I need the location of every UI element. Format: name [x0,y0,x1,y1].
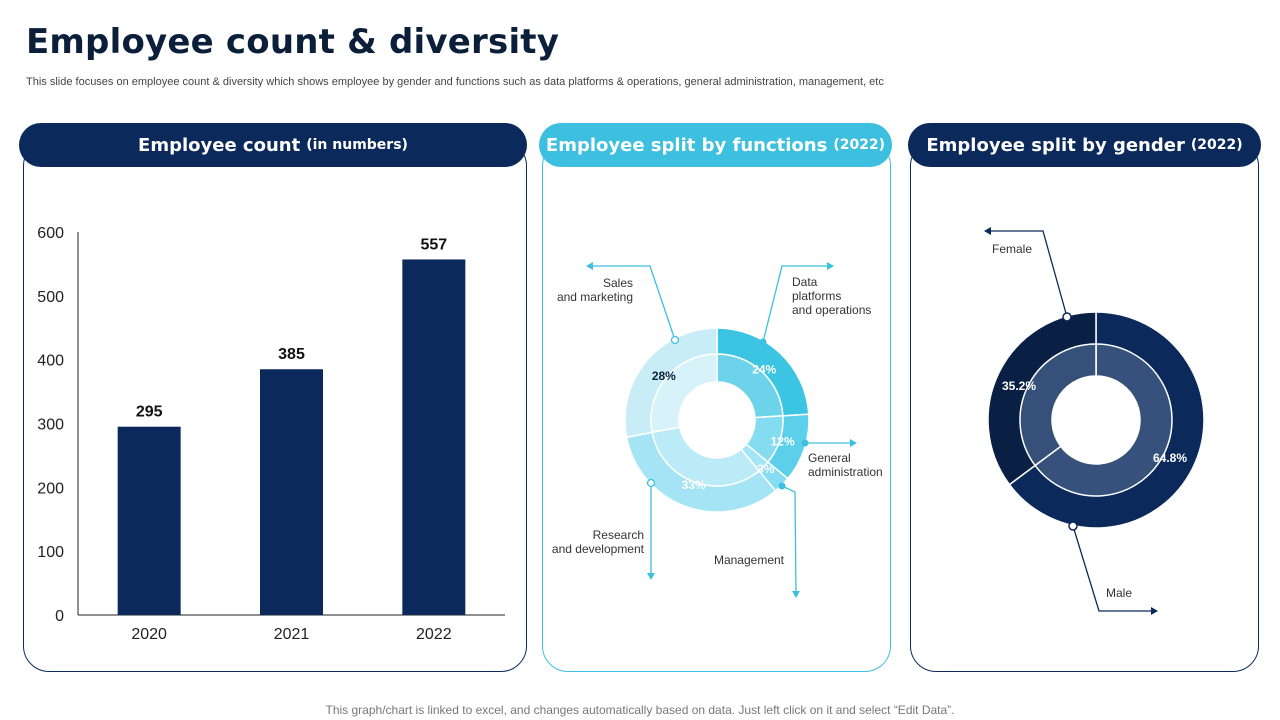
leader-data-platforms [762,265,832,343]
leader-dot-sales [670,335,680,345]
arrow-head-sales [586,262,593,270]
gender-title: Employee split by gender [926,134,1185,156]
leader-sales [588,265,676,341]
bar-data-label: 385 [278,346,305,363]
x-tick-label: 2020 [131,626,167,643]
slice-label-sales: Sales [603,276,633,290]
bar [117,426,181,615]
x-tick-label: 2021 [274,626,310,643]
slice-pct-label: 28% [652,369,676,383]
y-tick-label: 500 [37,289,64,306]
leader-management [781,485,797,595]
leader-dot-management [778,482,786,490]
gender-title-suffix: (2022) [1190,137,1243,153]
slice-pct-label: 33% [682,478,706,492]
slice-label-female: Female [992,242,1032,256]
arrow-head-general-admin [850,439,857,447]
bar [260,369,323,615]
page-subtitle: This slide focuses on employee count & d… [26,76,884,88]
leader-female [988,230,1068,318]
functions-header: Employee split by functions (2022) [539,123,892,167]
employee-count-title: Employee count [138,134,301,156]
functions-title-suffix: (2022) [833,137,886,153]
arrow-head-data-platforms [827,262,834,270]
y-tick-label: 100 [37,544,64,561]
gender-header: Employee split by gender (2022) [908,123,1261,167]
slice-pct-label: 3% [757,462,775,476]
x-tick-label: 2022 [416,626,452,643]
y-tick-label: 0 [55,608,64,625]
functions-title: Employee split by functions [545,134,828,156]
slice-label-sales: and marketing [557,290,633,304]
y-tick-label: 400 [37,353,64,370]
y-tick-label: 300 [37,417,64,434]
leader-dot-male [1068,521,1078,531]
leader-dot-female [1062,312,1072,322]
bar-data-label: 295 [136,404,163,421]
page-title: Employee count & diversity [26,22,560,62]
leader-male [1072,525,1154,612]
leader-dot-research [646,478,656,488]
slice-label-male: Male [1106,586,1132,600]
donut-slice-inner [650,353,718,434]
arrow-head-female [984,227,991,235]
slice-label-general-admin: administration [808,465,883,479]
y-tick-label: 200 [37,480,64,497]
bar [402,259,466,615]
arrow-head-male [1151,607,1158,615]
donut-slice-inner [651,426,761,487]
slice-label-data-platforms: platforms [792,289,841,303]
y-tick-label: 600 [37,225,64,242]
slice-pct-label-female: 35.2% [1002,379,1036,393]
slice-label-data-platforms: and operations [792,303,871,317]
slice-label-research: and development [552,542,645,556]
slice-pct-label: 12% [771,434,795,448]
leader-dot-general-admin [801,439,809,447]
functions-panel [542,140,891,672]
slice-label-general-admin: General [808,451,851,465]
slice-pct-label-male: 64.8% [1153,451,1187,465]
bar-data-label: 557 [420,236,447,253]
donut-slice-inner [1034,343,1173,497]
donut-slice-inner [1019,343,1097,467]
slice-pct-label: 24% [752,363,776,377]
slice-label-management: Management [714,553,785,567]
employee-count-title-suffix: (in numbers) [306,137,408,153]
leader-dot-data-platforms [759,338,767,346]
footer-note: This graph/chart is linked to excel, and… [325,703,955,717]
slice-label-data-platforms: Data [792,275,818,289]
arrow-head-management [792,591,800,598]
arrow-head-research [647,573,655,580]
employee-count-header: Employee count (in numbers) [19,123,527,167]
slice-label-research: Research [593,528,644,542]
